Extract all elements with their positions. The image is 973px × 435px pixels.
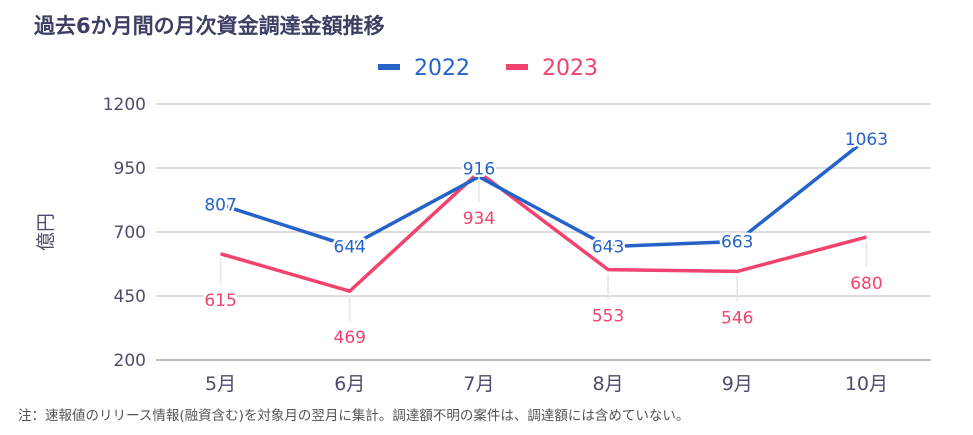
legend-label-2022: 2022 [414, 56, 470, 81]
data-label-2022: 663 [721, 232, 753, 252]
data-label-2023: 615 [204, 291, 236, 311]
x-tick-label: 8月 [593, 373, 624, 395]
data-label-2022: 916 [463, 160, 495, 180]
y-tick-label: 450 [114, 287, 146, 307]
chart-note: 注：速報値のリリース情報(融資含む)を対象月の翌月に集計。調達額不明の案件は、調… [18, 408, 690, 424]
x-tick-label: 5月 [205, 373, 236, 395]
series-line-2022 [220, 137, 868, 249]
x-tick-label: 6月 [334, 373, 365, 395]
x-tick-label: 7月 [463, 373, 494, 395]
legend-label-2023: 2023 [542, 56, 598, 81]
data-label-2022: 1063 [845, 130, 888, 150]
data-label-2023: 553 [592, 307, 624, 327]
data-label-2022: 807 [204, 196, 236, 216]
y-tick-label: 700 [114, 223, 146, 243]
legend-swatch-2023 [506, 64, 528, 70]
data-label-2023: 546 [721, 308, 753, 328]
y-tick-label: 950 [114, 159, 146, 179]
data-label-2023: 469 [334, 328, 366, 348]
data-label-2023: 934 [463, 209, 495, 229]
series-line-2023 [220, 170, 867, 293]
data-label-2023: 680 [850, 274, 882, 294]
legend-swatch-2022 [378, 64, 400, 70]
y-axis-label: 億円 [35, 213, 57, 251]
x-tick-label: 10月 [845, 373, 888, 395]
data-label-2022: 643 [592, 238, 624, 258]
y-tick-label: 1200 [103, 95, 146, 115]
chart-title: 過去6か月間の月次資金調達金額推移 [34, 14, 385, 38]
x-tick-label: 9月 [722, 373, 753, 395]
y-tick-label: 200 [114, 351, 146, 371]
data-label-2022: 644 [334, 237, 366, 257]
